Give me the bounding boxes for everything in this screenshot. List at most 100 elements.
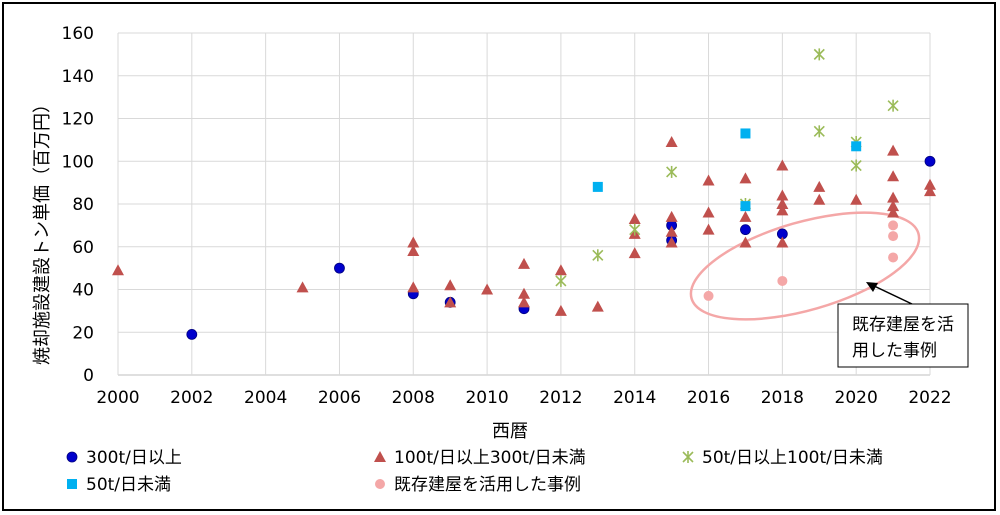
callout-arrow-head bbox=[866, 282, 878, 292]
data-point bbox=[740, 128, 751, 139]
data-point bbox=[776, 189, 789, 201]
x-tick-label: 2002 bbox=[170, 388, 213, 408]
data-point bbox=[887, 191, 900, 203]
data-point bbox=[629, 223, 641, 236]
data-point bbox=[628, 212, 641, 224]
data-point bbox=[888, 220, 899, 231]
data-point bbox=[555, 274, 567, 287]
data-point bbox=[665, 225, 678, 237]
data-point bbox=[887, 144, 900, 156]
data-point bbox=[776, 236, 789, 248]
highlight-ellipse-group bbox=[689, 211, 921, 321]
x-tick-label: 2016 bbox=[687, 388, 730, 408]
gridlines bbox=[117, 32, 931, 376]
data-point bbox=[518, 296, 530, 308]
y-tick-label: 140 bbox=[62, 67, 94, 87]
series-1 bbox=[112, 136, 936, 316]
data-point bbox=[740, 224, 751, 236]
callout-text-line-1: 既存建屋を活 bbox=[852, 315, 954, 335]
x-tick-label: 2010 bbox=[465, 388, 508, 408]
y-tick-label: 100 bbox=[62, 152, 94, 172]
data-point bbox=[702, 174, 715, 186]
legend-label: 100t/日以上300t/日未満 bbox=[394, 448, 586, 468]
data-point bbox=[776, 204, 789, 216]
y-tick-label: 20 bbox=[72, 323, 94, 343]
data-point bbox=[739, 236, 752, 248]
legend-label: 50t/日以上100t/日未満 bbox=[702, 448, 883, 468]
y-axis-label: 焼却施設建設トン単価（百万円） bbox=[32, 95, 53, 365]
data-point bbox=[702, 206, 715, 218]
data-point bbox=[776, 198, 789, 209]
data-point bbox=[887, 99, 899, 112]
data-point bbox=[777, 275, 788, 286]
data-point bbox=[591, 300, 604, 312]
data-point bbox=[334, 262, 345, 274]
x-tick-label: 2022 bbox=[908, 388, 951, 408]
legend-marker bbox=[66, 451, 78, 463]
data-point bbox=[813, 180, 826, 192]
series-4 bbox=[703, 220, 899, 301]
data-point bbox=[813, 48, 825, 61]
x-tick-label: 2020 bbox=[835, 388, 878, 408]
x-tick-label: 2006 bbox=[318, 388, 361, 408]
x-tick-label: 2012 bbox=[539, 388, 582, 408]
y-tick-label: 40 bbox=[72, 281, 94, 301]
data-point bbox=[554, 264, 567, 276]
data-point bbox=[924, 155, 936, 167]
x-axis-label: 西暦 bbox=[492, 421, 528, 442]
x-tick-label: 2014 bbox=[613, 388, 656, 408]
y-axis-ticks: 0 20 40 60 80 100 120 140 160 bbox=[62, 24, 94, 386]
x-tick-label: 2000 bbox=[96, 388, 139, 408]
data-point bbox=[666, 165, 678, 178]
legend-marker bbox=[67, 479, 77, 489]
callout: 既存建屋を活 用した事例 bbox=[837, 282, 969, 368]
legend-marker bbox=[682, 451, 694, 463]
data-point bbox=[924, 178, 936, 190]
data-point bbox=[444, 279, 457, 291]
data-point bbox=[665, 236, 678, 248]
data-point bbox=[407, 245, 420, 257]
callout-box bbox=[837, 303, 969, 368]
data-point bbox=[628, 247, 641, 259]
data-point bbox=[887, 170, 900, 182]
data-point bbox=[888, 231, 899, 242]
y-tick-label: 120 bbox=[62, 110, 94, 130]
y-tick-label: 160 bbox=[62, 24, 94, 44]
data-point bbox=[702, 223, 715, 235]
data-point bbox=[813, 193, 826, 205]
data-point bbox=[407, 236, 420, 248]
x-tick-label: 2008 bbox=[392, 388, 435, 408]
data-point bbox=[592, 249, 604, 262]
legend-label: 50t/日未満 bbox=[86, 475, 171, 495]
data-point bbox=[112, 264, 124, 276]
x-axis-ticks: 2000 2002 2004 2006 2008 2010 2012 2014 2016 2018… bbox=[96, 388, 951, 408]
data-point bbox=[518, 287, 530, 299]
legend-label: 300t/日以上 bbox=[86, 448, 182, 468]
data-point bbox=[887, 206, 900, 218]
x-tick-label: 2018 bbox=[761, 388, 804, 408]
data-point bbox=[888, 252, 899, 263]
y-tick-label: 60 bbox=[72, 238, 94, 258]
data-point bbox=[850, 193, 863, 205]
data-points bbox=[112, 48, 936, 340]
data-point bbox=[444, 296, 457, 308]
data-point bbox=[924, 185, 936, 197]
data-point bbox=[665, 210, 678, 222]
data-point bbox=[554, 304, 567, 316]
series-3 bbox=[592, 128, 862, 212]
data-point bbox=[518, 257, 530, 269]
data-point bbox=[407, 281, 420, 293]
data-point bbox=[739, 210, 752, 222]
data-point bbox=[887, 200, 900, 212]
data-point bbox=[296, 281, 309, 293]
data-point bbox=[851, 141, 862, 152]
data-point bbox=[813, 125, 825, 138]
highlight-ellipse bbox=[689, 211, 921, 321]
legend: 300t/日以上 100t/日以上300t/日未満 50t/日以上100t/日未満 5… bbox=[66, 448, 883, 495]
x-tick-label: 2004 bbox=[244, 388, 287, 408]
data-point bbox=[703, 290, 714, 301]
callout-arrow-line bbox=[869, 283, 913, 305]
data-point bbox=[665, 136, 678, 148]
y-tick-label: 0 bbox=[83, 366, 94, 386]
